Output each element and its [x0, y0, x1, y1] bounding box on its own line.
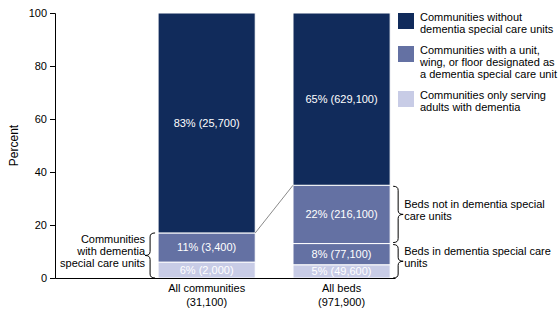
bar-segment: [158, 262, 255, 278]
text-line: adults with dementia: [420, 101, 521, 113]
tick: 0: [41, 272, 55, 284]
bar-segment: [293, 244, 390, 265]
tick: 40: [35, 166, 55, 178]
bracket: [393, 245, 403, 278]
annotation: Beds in dementia special careunits: [404, 245, 551, 269]
tick: All communities (31,100): [168, 282, 246, 308]
annotation: Communitieswith dementiaspecial care uni…: [60, 233, 146, 269]
tick-label: 60: [35, 113, 47, 125]
tick-label: 20: [35, 219, 47, 231]
bar-segment: [158, 233, 255, 262]
tick-label: 0: [41, 272, 47, 284]
legend: Communities withoutdementia special care…: [398, 11, 557, 113]
data-label: 6% (2,000): [180, 264, 234, 276]
tick-mark: [50, 13, 55, 14]
text-line: Communities without: [420, 11, 522, 23]
tick-label: 40: [35, 166, 47, 178]
tick-label: All beds (971,900): [318, 282, 365, 308]
annotation: Beds not in dementia specialcare units: [404, 198, 545, 222]
data-label: 8% (77,100): [312, 248, 372, 260]
tick: All beds (971,900): [318, 282, 365, 308]
bracket: [393, 186, 403, 242]
bar-segment: [293, 13, 390, 185]
text-line: special care units: [60, 257, 145, 269]
y-axis: 0 20 40 60 80 100: [29, 7, 56, 284]
text-line: units: [404, 257, 428, 269]
text-line: wing, or floor designated as: [419, 56, 555, 68]
text-line: Communities only serving: [420, 89, 546, 101]
tick-mark: [50, 225, 55, 226]
text-line: Communities: [81, 233, 146, 245]
tick-label: 100: [29, 7, 47, 19]
text-line: with dementia: [76, 245, 146, 257]
chart: 6% (2,000) 5% (49,600) 11% (3,400) 8% (77,1…: [0, 0, 560, 319]
data-label: 65% (629,100): [305, 93, 377, 105]
data-label: 5% (49,600): [312, 265, 372, 277]
tick: 100: [29, 7, 55, 19]
tick-label: 80: [35, 60, 47, 72]
text-line: All communities: [168, 282, 246, 294]
tick-mark: [50, 172, 55, 173]
text-line: care units: [404, 210, 452, 222]
bars: [158, 13, 390, 278]
x-axis: All communities (31,100) All beds (971,900): [56, 279, 396, 309]
bar-segment: [293, 265, 390, 278]
text-line: Communities with a unit,: [420, 44, 540, 56]
legend-label: Communities with a unit,wing, or floor d…: [419, 44, 557, 80]
text-line: Beds not in dementia special: [404, 198, 545, 210]
text-line: a dementia special care unit: [420, 68, 557, 80]
text-line: (971,900): [318, 296, 365, 308]
legend-swatch: [398, 46, 414, 62]
legend-swatch: [398, 13, 414, 29]
tick: 20: [35, 219, 55, 231]
text-line: All beds: [322, 282, 362, 294]
axis-line: [50, 14, 56, 279]
bracket: [145, 233, 155, 278]
tick: 60: [35, 113, 55, 125]
tick-label: All communities (31,100): [168, 282, 246, 308]
tick-mark: [50, 119, 55, 120]
data-label: 83% (25,700): [174, 117, 240, 129]
axis-line: [56, 278, 396, 279]
axis-title: Percent: [7, 124, 21, 166]
tick: 80: [35, 60, 55, 72]
tick-mark: [50, 278, 55, 279]
connector-line: [255, 185, 293, 233]
legend-label: Communities only servingadults with deme…: [420, 89, 546, 113]
legend-label: Communities withoutdementia special care…: [420, 11, 554, 35]
data-labels: 6% (2,000) 5% (49,600) 11% (3,400) 8% (77,1…: [174, 93, 378, 277]
data-label: 22% (216,100): [305, 208, 377, 220]
legend-swatch: [398, 91, 414, 107]
text-line: Beds in dementia special care: [404, 245, 551, 257]
text-line: (31,100): [186, 296, 227, 308]
bar-segment: [158, 13, 255, 233]
data-label: 11% (3,400): [177, 241, 236, 253]
text-line: dementia special care units: [420, 23, 554, 35]
bar-segment: [293, 185, 390, 243]
tick-mark: [50, 66, 55, 67]
